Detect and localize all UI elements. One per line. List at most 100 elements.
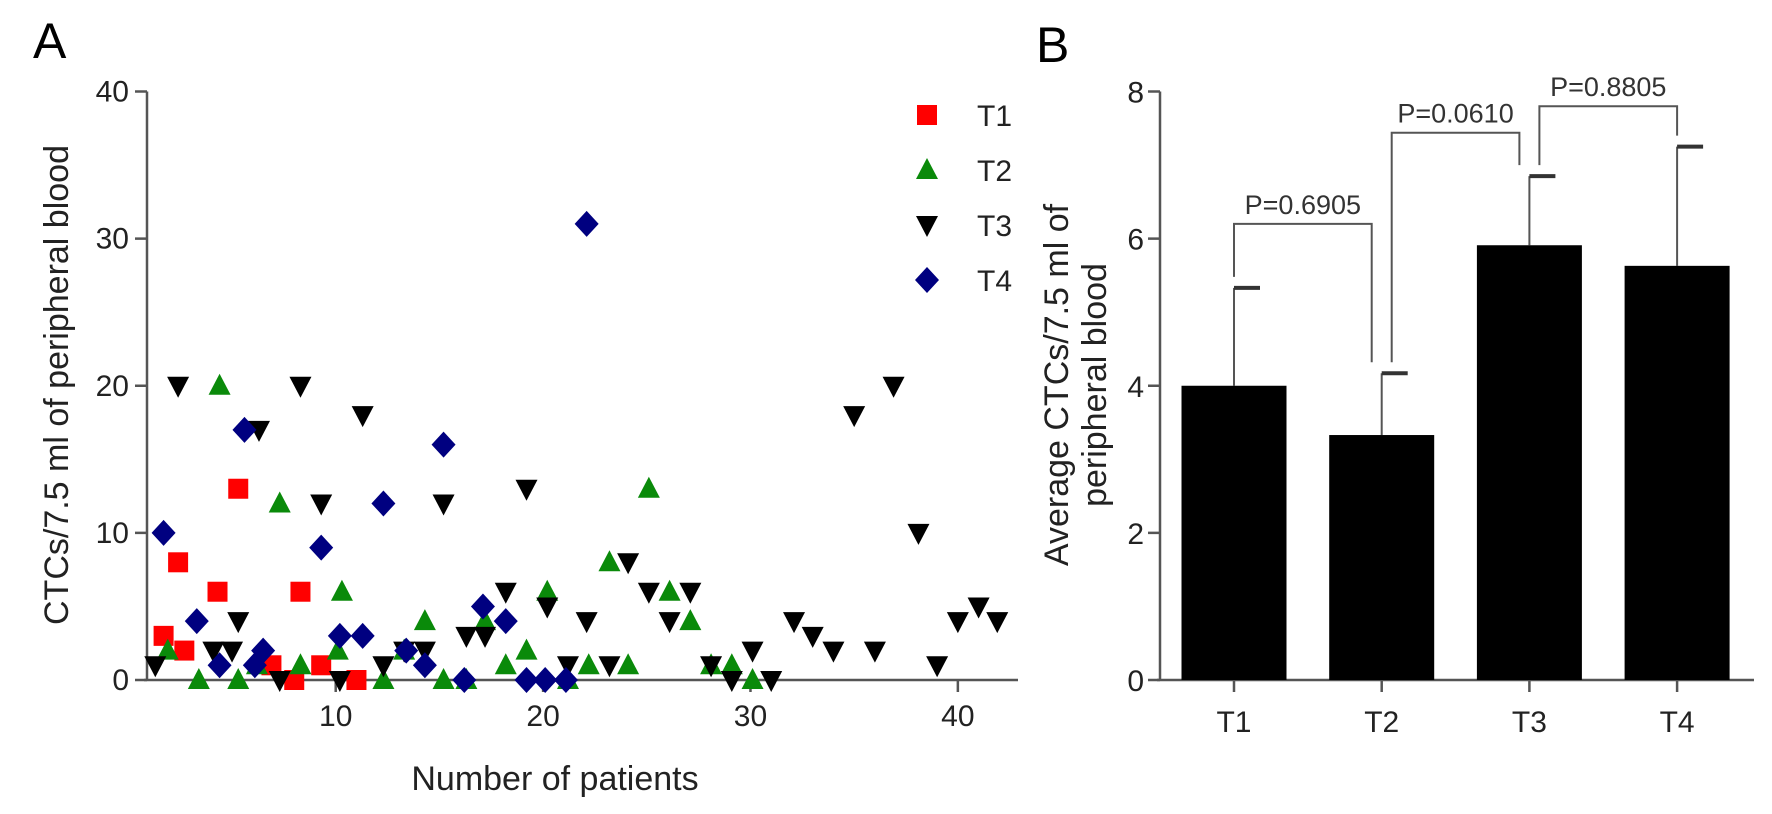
data-point-t2 (330, 579, 353, 601)
data-point-t2 (658, 579, 681, 601)
data-point-t3 (700, 656, 723, 678)
data-point-t3 (144, 656, 167, 678)
data-point-t4 (412, 652, 437, 679)
panel-a-y-tick-label: 30 (96, 223, 129, 256)
comparison-bracket-1 (1233, 222, 1373, 363)
panel-a-data-points (144, 210, 1009, 693)
data-point-t3 (598, 656, 621, 678)
data-point-t2 (494, 653, 517, 675)
data-point-t1 (228, 478, 249, 499)
panel-a-y-tick-label: 20 (96, 370, 129, 403)
series-t3-points (144, 376, 1009, 692)
data-point-t1 (311, 655, 332, 676)
panel-a-x-axis-title: Number of patients (411, 760, 698, 798)
data-point-t3 (863, 641, 886, 663)
data-point-t4 (309, 534, 334, 561)
legend-marker-t1 (917, 105, 937, 125)
data-point-t2 (187, 668, 210, 689)
data-point-t3 (967, 597, 990, 619)
panel-a-letter: A (33, 13, 67, 69)
p-value-label-1: P=0.6905 (1245, 190, 1361, 220)
series-t4-points (151, 210, 599, 693)
data-point-t4 (232, 416, 257, 443)
data-point-t3 (289, 376, 312, 398)
panel-b-bar-chart: B Average CTCs/7.5 ml of peripheral bloo… (1036, 17, 1754, 739)
data-point-t2 (208, 373, 231, 395)
legend-marker-t2 (916, 158, 938, 179)
data-point-t3 (455, 626, 478, 648)
data-point-t1 (168, 552, 189, 573)
data-point-t4 (207, 652, 232, 679)
data-point-t3 (202, 641, 225, 663)
data-point-t2 (156, 638, 179, 660)
p-value-label-2: P=0.0610 (1397, 99, 1513, 129)
data-point-t3 (843, 406, 866, 428)
data-point-t3 (760, 671, 783, 692)
panel-a-legend: T1 T2 T3 T4 (915, 100, 1012, 298)
panel-a-y-tick-label: 0 (112, 664, 129, 697)
data-point-t3 (617, 553, 640, 575)
data-point-t1 (290, 581, 311, 602)
data-point-t3 (221, 641, 244, 663)
data-point-t4 (431, 431, 456, 458)
panel-a-y-axis-title: CTCs/7.5 ml of peripheral blood (38, 145, 76, 625)
data-point-t2 (474, 609, 497, 631)
data-point-t3 (822, 641, 845, 663)
data-point-t3 (227, 612, 250, 634)
data-point-t2 (268, 491, 291, 513)
data-point-t3 (637, 582, 660, 604)
data-point-t4 (493, 608, 518, 635)
panel-b-x-tick-label: T3 (1512, 706, 1547, 739)
data-point-t3 (575, 612, 598, 634)
data-point-t2 (720, 653, 743, 675)
comparison-bracket-3 (1538, 105, 1679, 166)
data-point-t4 (184, 608, 209, 635)
legend-label-t4: T4 (977, 265, 1012, 298)
data-point-t3 (907, 523, 930, 545)
panel-a-x-tick-label: 30 (734, 700, 767, 733)
panel-b-bars (1181, 144, 1730, 681)
data-point-t3 (268, 671, 291, 692)
panel-b-y-tick-label: 8 (1127, 77, 1144, 110)
data-point-t3 (474, 626, 497, 648)
legend-label-t1: T1 (977, 100, 1012, 133)
data-point-t4 (553, 667, 578, 693)
data-point-t2 (637, 476, 660, 498)
data-point-t2 (289, 653, 312, 675)
panel-a-scatter-chart: A CTCs/7.5 ml of peripheral blood Number… (33, 13, 1018, 798)
data-point-t4 (151, 519, 176, 546)
data-point-t3 (679, 582, 702, 604)
data-point-t3 (536, 597, 559, 619)
data-point-t3 (986, 612, 1009, 634)
bar-t2 (1329, 435, 1435, 680)
data-point-t3 (167, 376, 190, 398)
legend-marker-t4 (915, 267, 939, 293)
data-point-t2 (227, 668, 250, 689)
comparison-bracket-2 (1390, 131, 1521, 363)
data-point-t4 (394, 637, 419, 664)
data-point-t3 (556, 656, 579, 678)
data-point-t2 (515, 638, 538, 660)
data-point-t3 (926, 656, 949, 678)
data-point-t2 (413, 609, 436, 631)
bar-t4 (1624, 265, 1730, 680)
panel-b-x-tick-label: T4 (1660, 706, 1695, 739)
data-point-t2 (598, 550, 621, 572)
data-point-t4 (514, 667, 539, 693)
data-point-t3 (351, 406, 374, 428)
data-point-t2 (577, 653, 600, 675)
data-point-t3 (658, 612, 681, 634)
data-point-t2 (536, 579, 559, 601)
data-point-t3 (515, 479, 538, 501)
data-point-t3 (801, 626, 824, 648)
data-point-t4 (350, 622, 375, 649)
legend-marker-t3 (916, 216, 938, 237)
data-point-t4 (574, 210, 599, 237)
panel-b-y-axis-title-line1: Average CTCs/7.5 ml of (1038, 203, 1076, 566)
data-point-t4 (251, 637, 276, 664)
data-point-t4 (470, 593, 495, 620)
data-point-t3 (946, 612, 969, 634)
panel-a-x-tick-label: 10 (319, 700, 352, 733)
data-point-t1 (346, 670, 367, 690)
